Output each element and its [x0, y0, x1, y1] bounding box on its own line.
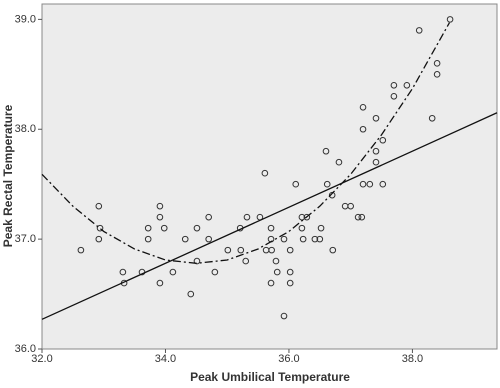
point — [299, 235, 307, 243]
point — [335, 158, 343, 166]
point — [187, 290, 195, 298]
point — [372, 158, 380, 166]
x-tick-label: 32.0 — [31, 353, 52, 365]
point — [403, 82, 411, 89]
point — [156, 213, 164, 221]
point — [415, 27, 423, 34]
fit-line — [41, 112, 498, 320]
point — [193, 224, 201, 232]
point — [359, 103, 367, 111]
point — [372, 114, 380, 122]
point — [272, 257, 280, 265]
point — [95, 202, 103, 210]
point — [119, 268, 127, 276]
x-tick-label: 38.0 — [402, 353, 423, 365]
point — [328, 191, 336, 199]
point — [144, 235, 152, 243]
point — [286, 268, 294, 276]
point — [366, 180, 374, 188]
point — [298, 213, 306, 221]
point — [156, 202, 164, 210]
point — [169, 268, 177, 276]
point — [286, 246, 294, 254]
point — [322, 147, 330, 155]
point — [160, 224, 168, 232]
point — [96, 224, 104, 232]
point — [243, 213, 251, 221]
point — [446, 16, 454, 23]
point — [77, 246, 85, 254]
point — [273, 268, 281, 276]
point — [433, 60, 441, 67]
point — [359, 125, 367, 133]
point — [267, 279, 275, 287]
point — [268, 246, 275, 254]
fit-line — [41, 22, 451, 264]
y-tick-label: 38.0 — [15, 123, 36, 135]
plot-area — [41, 3, 498, 350]
point — [261, 169, 269, 177]
x-tick-label: 34.0 — [155, 353, 176, 365]
point — [280, 312, 288, 320]
point — [359, 180, 367, 188]
point — [329, 246, 337, 254]
point — [317, 224, 325, 232]
point — [267, 224, 275, 232]
point — [347, 202, 354, 210]
point — [311, 235, 319, 243]
point — [316, 235, 324, 243]
point — [428, 114, 436, 122]
x-tick-label: 36.0 — [278, 353, 299, 365]
point — [390, 92, 398, 100]
point — [95, 235, 103, 243]
point — [181, 235, 189, 243]
point — [323, 180, 331, 188]
point — [280, 235, 288, 243]
y-tick-label: 37.0 — [15, 233, 36, 245]
point — [372, 147, 380, 155]
y-tick-label: 39.0 — [15, 13, 36, 25]
point — [156, 279, 164, 287]
point — [224, 246, 232, 254]
y-tick-label: 36.0 — [15, 343, 36, 355]
point — [193, 257, 201, 265]
point — [390, 82, 398, 89]
point — [144, 224, 152, 232]
point — [379, 136, 387, 144]
point — [286, 279, 294, 287]
point — [211, 268, 219, 276]
y-axis-label: Peak Rectal Temperature — [1, 104, 15, 247]
point — [303, 213, 311, 221]
x-axis-label: Peak Umbilical Temperature — [190, 370, 350, 384]
point — [433, 71, 441, 78]
point — [205, 235, 212, 243]
point — [358, 213, 366, 221]
point — [354, 213, 362, 221]
point — [242, 257, 250, 265]
point — [298, 224, 306, 232]
point — [292, 180, 300, 188]
point — [237, 246, 245, 254]
point — [379, 180, 387, 188]
point — [205, 213, 212, 221]
